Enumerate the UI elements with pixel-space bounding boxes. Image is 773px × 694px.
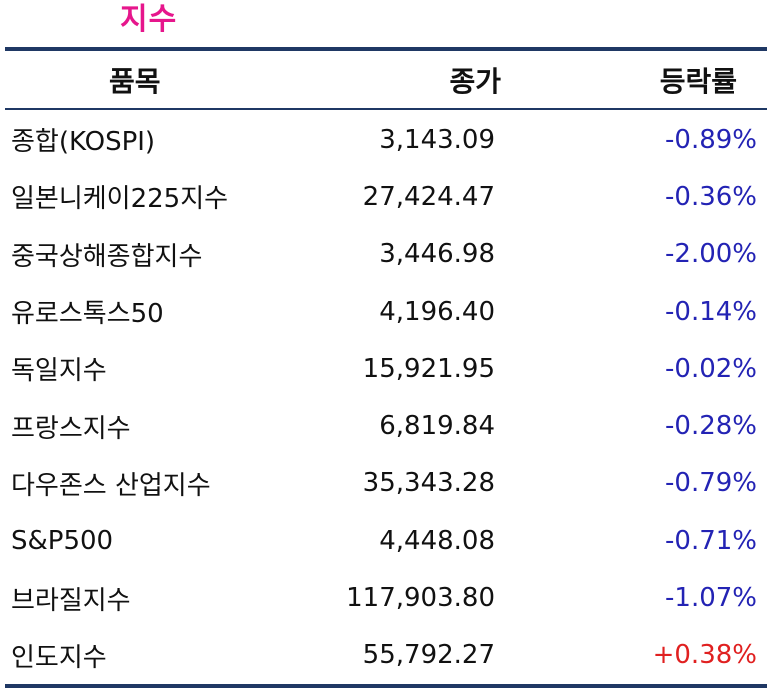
row-change: -0.71% bbox=[665, 525, 757, 556]
row-change: -2.00% bbox=[665, 239, 757, 270]
row-price: 4,448.08 bbox=[379, 525, 495, 556]
row-change: +0.38% bbox=[652, 640, 757, 671]
row-name: 브라질지수 bbox=[11, 585, 131, 616]
row-change: -0.28% bbox=[665, 411, 757, 442]
row-change: -0.89% bbox=[665, 124, 757, 155]
header-rule bbox=[5, 108, 767, 110]
row-price: 117,903.80 bbox=[346, 583, 495, 614]
header-name: 품목 bbox=[109, 64, 161, 98]
row-price: 3,446.98 bbox=[379, 239, 495, 270]
row-price: 4,196.40 bbox=[379, 296, 495, 327]
row-price: 35,343.28 bbox=[362, 468, 495, 499]
table-header-row: 품목 종가 등락률 bbox=[5, 51, 767, 108]
header-change: 등락률 bbox=[659, 64, 737, 98]
row-change: -0.02% bbox=[665, 353, 757, 384]
index-table: 품목 종가 등락률 종합(KOSPI) 3,143.09 -0.89% 일본니케… bbox=[5, 47, 767, 688]
table-row: 유로스톡스50 4,196.40 -0.14% bbox=[5, 283, 767, 340]
row-price: 15,921.95 bbox=[362, 353, 495, 384]
table-row: 일본니케이225지수 27,424.47 -0.36% bbox=[5, 168, 767, 225]
row-change: -0.14% bbox=[665, 296, 757, 327]
table-row: 인도지수 55,792.27 +0.38% bbox=[5, 627, 767, 684]
row-name: 유로스톡스50 bbox=[11, 299, 164, 330]
row-name: S&P500 bbox=[11, 525, 114, 556]
page-title: 지수 bbox=[120, 2, 178, 37]
row-name: 일본니케이225지수 bbox=[11, 184, 229, 215]
row-price: 6,819.84 bbox=[379, 411, 495, 442]
row-name: 중국상해종합지수 bbox=[11, 241, 203, 272]
table-body: 종합(KOSPI) 3,143.09 -0.89% 일본니케이225지수 27,… bbox=[5, 110, 767, 684]
row-change: -0.79% bbox=[665, 468, 757, 499]
row-name: 인도지수 bbox=[11, 642, 107, 673]
table-bottom-rule bbox=[5, 683, 767, 688]
row-change: -0.36% bbox=[665, 181, 757, 212]
table-row: S&P500 4,448.08 -0.71% bbox=[5, 512, 767, 569]
table-row: 다우존스 산업지수 35,343.28 -0.79% bbox=[5, 455, 767, 512]
table-row: 종합(KOSPI) 3,143.09 -0.89% bbox=[5, 111, 767, 168]
table-row: 브라질지수 117,903.80 -1.07% bbox=[5, 569, 767, 626]
row-name: 다우존스 산업지수 bbox=[11, 470, 211, 501]
header-price: 종가 bbox=[449, 64, 501, 98]
row-price: 3,143.09 bbox=[379, 124, 495, 155]
row-name: 프랑스지수 bbox=[11, 413, 131, 444]
row-name: 종합(KOSPI) bbox=[11, 127, 156, 158]
row-price: 55,792.27 bbox=[362, 640, 495, 671]
table-row: 프랑스지수 6,819.84 -0.28% bbox=[5, 397, 767, 454]
table-row: 독일지수 15,921.95 -0.02% bbox=[5, 340, 767, 397]
row-price: 27,424.47 bbox=[362, 181, 495, 212]
table-row: 중국상해종합지수 3,446.98 -2.00% bbox=[5, 226, 767, 283]
row-name: 독일지수 bbox=[11, 356, 107, 387]
table-top-rule bbox=[5, 47, 767, 51]
row-change: -1.07% bbox=[665, 583, 757, 614]
